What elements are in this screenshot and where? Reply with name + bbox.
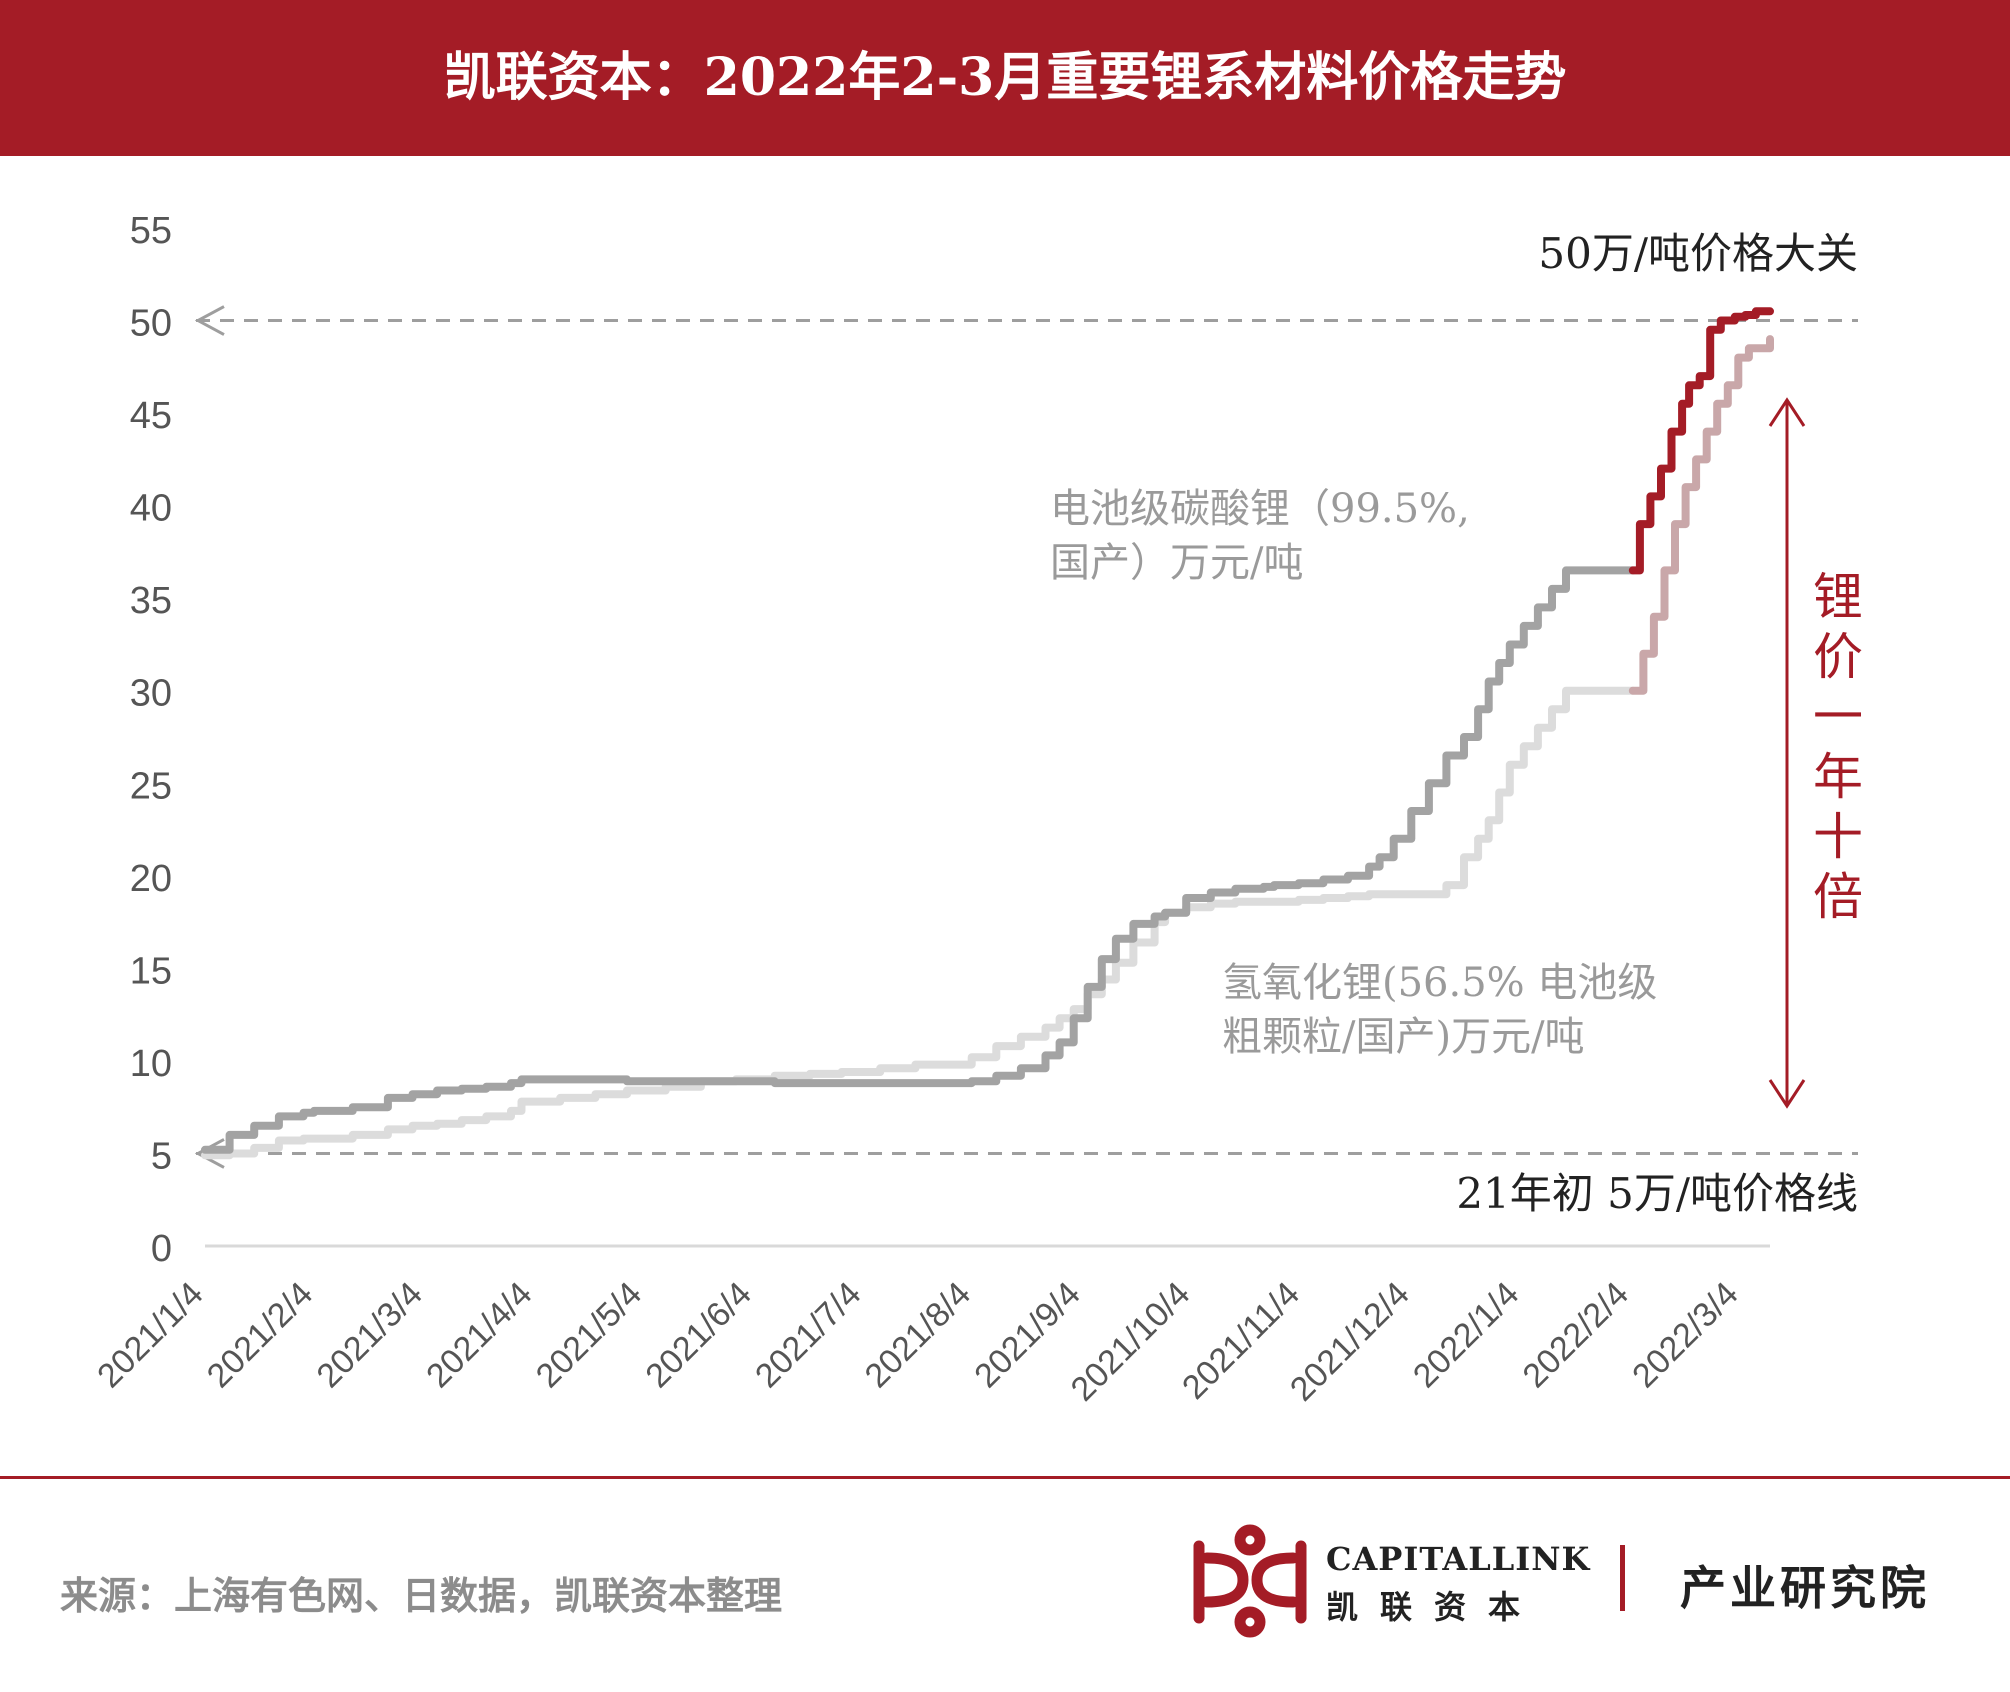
brand-separator [1620, 1545, 1625, 1611]
x-tick-label: 2021/4/4 [419, 1275, 539, 1395]
y-tick-label: 35 [130, 580, 172, 622]
annotation-char: 价 [1813, 628, 1863, 686]
ten-fold-arrow [1768, 397, 1806, 1109]
y-tick-label: 15 [130, 950, 172, 992]
x-axis: 2021/1/42021/2/42021/3/42021/4/42021/5/4… [90, 1275, 1745, 1409]
annotation-char: 倍 [1813, 868, 1863, 926]
legend-label-carbonate-line2: 国产）万元/吨 [1050, 540, 1303, 586]
y-tick-label: 45 [130, 395, 172, 437]
brand-name-en: CAPITALLINK [1326, 1540, 1591, 1578]
x-tick-label: 2021/6/4 [638, 1275, 758, 1395]
reference-lines [194, 305, 1858, 1169]
brand-department: 产业研究院 [1680, 1561, 1930, 1615]
annotation-char: 锂 [1813, 568, 1863, 626]
legend-label-hydroxide-line2: 粗颗粒/国产)万元/吨 [1222, 1014, 1585, 1060]
x-tick-label: 2021/3/4 [309, 1275, 429, 1395]
series-line-hydroxide [201, 686, 1637, 1160]
reference-arrowhead [194, 305, 225, 336]
y-tick-label: 5 [151, 1135, 172, 1177]
x-tick-label: 2022/3/4 [1625, 1275, 1745, 1395]
series-layer [201, 307, 1774, 1160]
legend-label-hydroxide-line1: 氢氧化锂(56.5% 电池级 [1222, 960, 1657, 1006]
ref-label-5: 21年初 5万/吨价格线 [1456, 1169, 1858, 1218]
x-tick-label: 2022/1/4 [1406, 1275, 1526, 1395]
x-tick-label: 2021/10/4 [1064, 1275, 1198, 1409]
y-tick-label: 25 [130, 765, 172, 807]
x-tick-label: 2021/2/4 [200, 1275, 320, 1395]
series-line-carbonate-recent [1628, 307, 1774, 575]
x-tick-label: 2021/8/4 [858, 1275, 978, 1395]
annotation-char: 一 [1813, 688, 1863, 746]
y-tick-label: 20 [130, 858, 172, 900]
x-tick-label: 2021/12/4 [1283, 1275, 1417, 1409]
reference-arrowhead [194, 1138, 225, 1169]
x-tick-label: 2021/1/4 [90, 1275, 210, 1395]
y-tick-label: 30 [130, 673, 172, 715]
series-line-carbonate [201, 566, 1637, 1154]
legend-label-carbonate-line1: 电池级碳酸锂（99.5%, [1050, 486, 1470, 532]
brand-name-cn: 凯联资本 [1326, 1588, 1543, 1626]
header-banner: 凯联资本：2022年2-3月重要锂系材料价格走势 [0, 0, 2010, 156]
x-tick-label: 2022/2/4 [1516, 1275, 1636, 1395]
annotation-char: 年 [1813, 748, 1863, 806]
y-tick-label: 40 [130, 488, 172, 530]
y-tick-label: 50 [130, 303, 172, 345]
page-title: 凯联资本：2022年2-3月重要锂系材料价格走势 [443, 47, 1567, 108]
capitallink-logo-icon [1193, 1524, 1307, 1638]
x-tick-label: 2021/5/4 [529, 1275, 649, 1395]
y-tick-label: 55 [130, 210, 172, 252]
annotation-char: 十 [1813, 808, 1863, 866]
arrowhead-down [1768, 1079, 1806, 1109]
ref-label-50: 50万/吨价格大关 [1538, 229, 1858, 278]
y-tick-label: 10 [130, 1043, 172, 1085]
series-line-hydroxide-recent [1628, 335, 1774, 695]
x-tick-label: 2021/7/4 [748, 1275, 868, 1395]
arrowhead-up [1768, 397, 1806, 427]
y-tick-label: 0 [151, 1228, 172, 1270]
footer-divider [0, 1476, 2010, 1479]
source-note: 来源：上海有色网、日数据，凯联资本整理 [60, 1573, 783, 1618]
